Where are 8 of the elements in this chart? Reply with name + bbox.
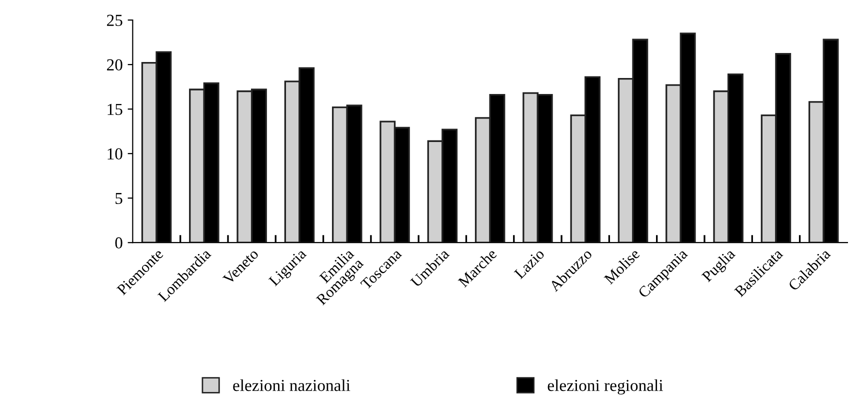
y-tick-label: 10 [108, 148, 122, 160]
y-tick-label: 20 [107, 59, 122, 71]
y-tick-label: 5 [116, 192, 122, 204]
legend-label: elezioni regionali [548, 379, 663, 395]
y-tick-label: 0 [115, 237, 122, 249]
y-tick-label: 25 [107, 14, 122, 26]
y-tick-label: 15 [108, 104, 122, 116]
legend-label: elezioni nazionali [233, 379, 350, 392]
